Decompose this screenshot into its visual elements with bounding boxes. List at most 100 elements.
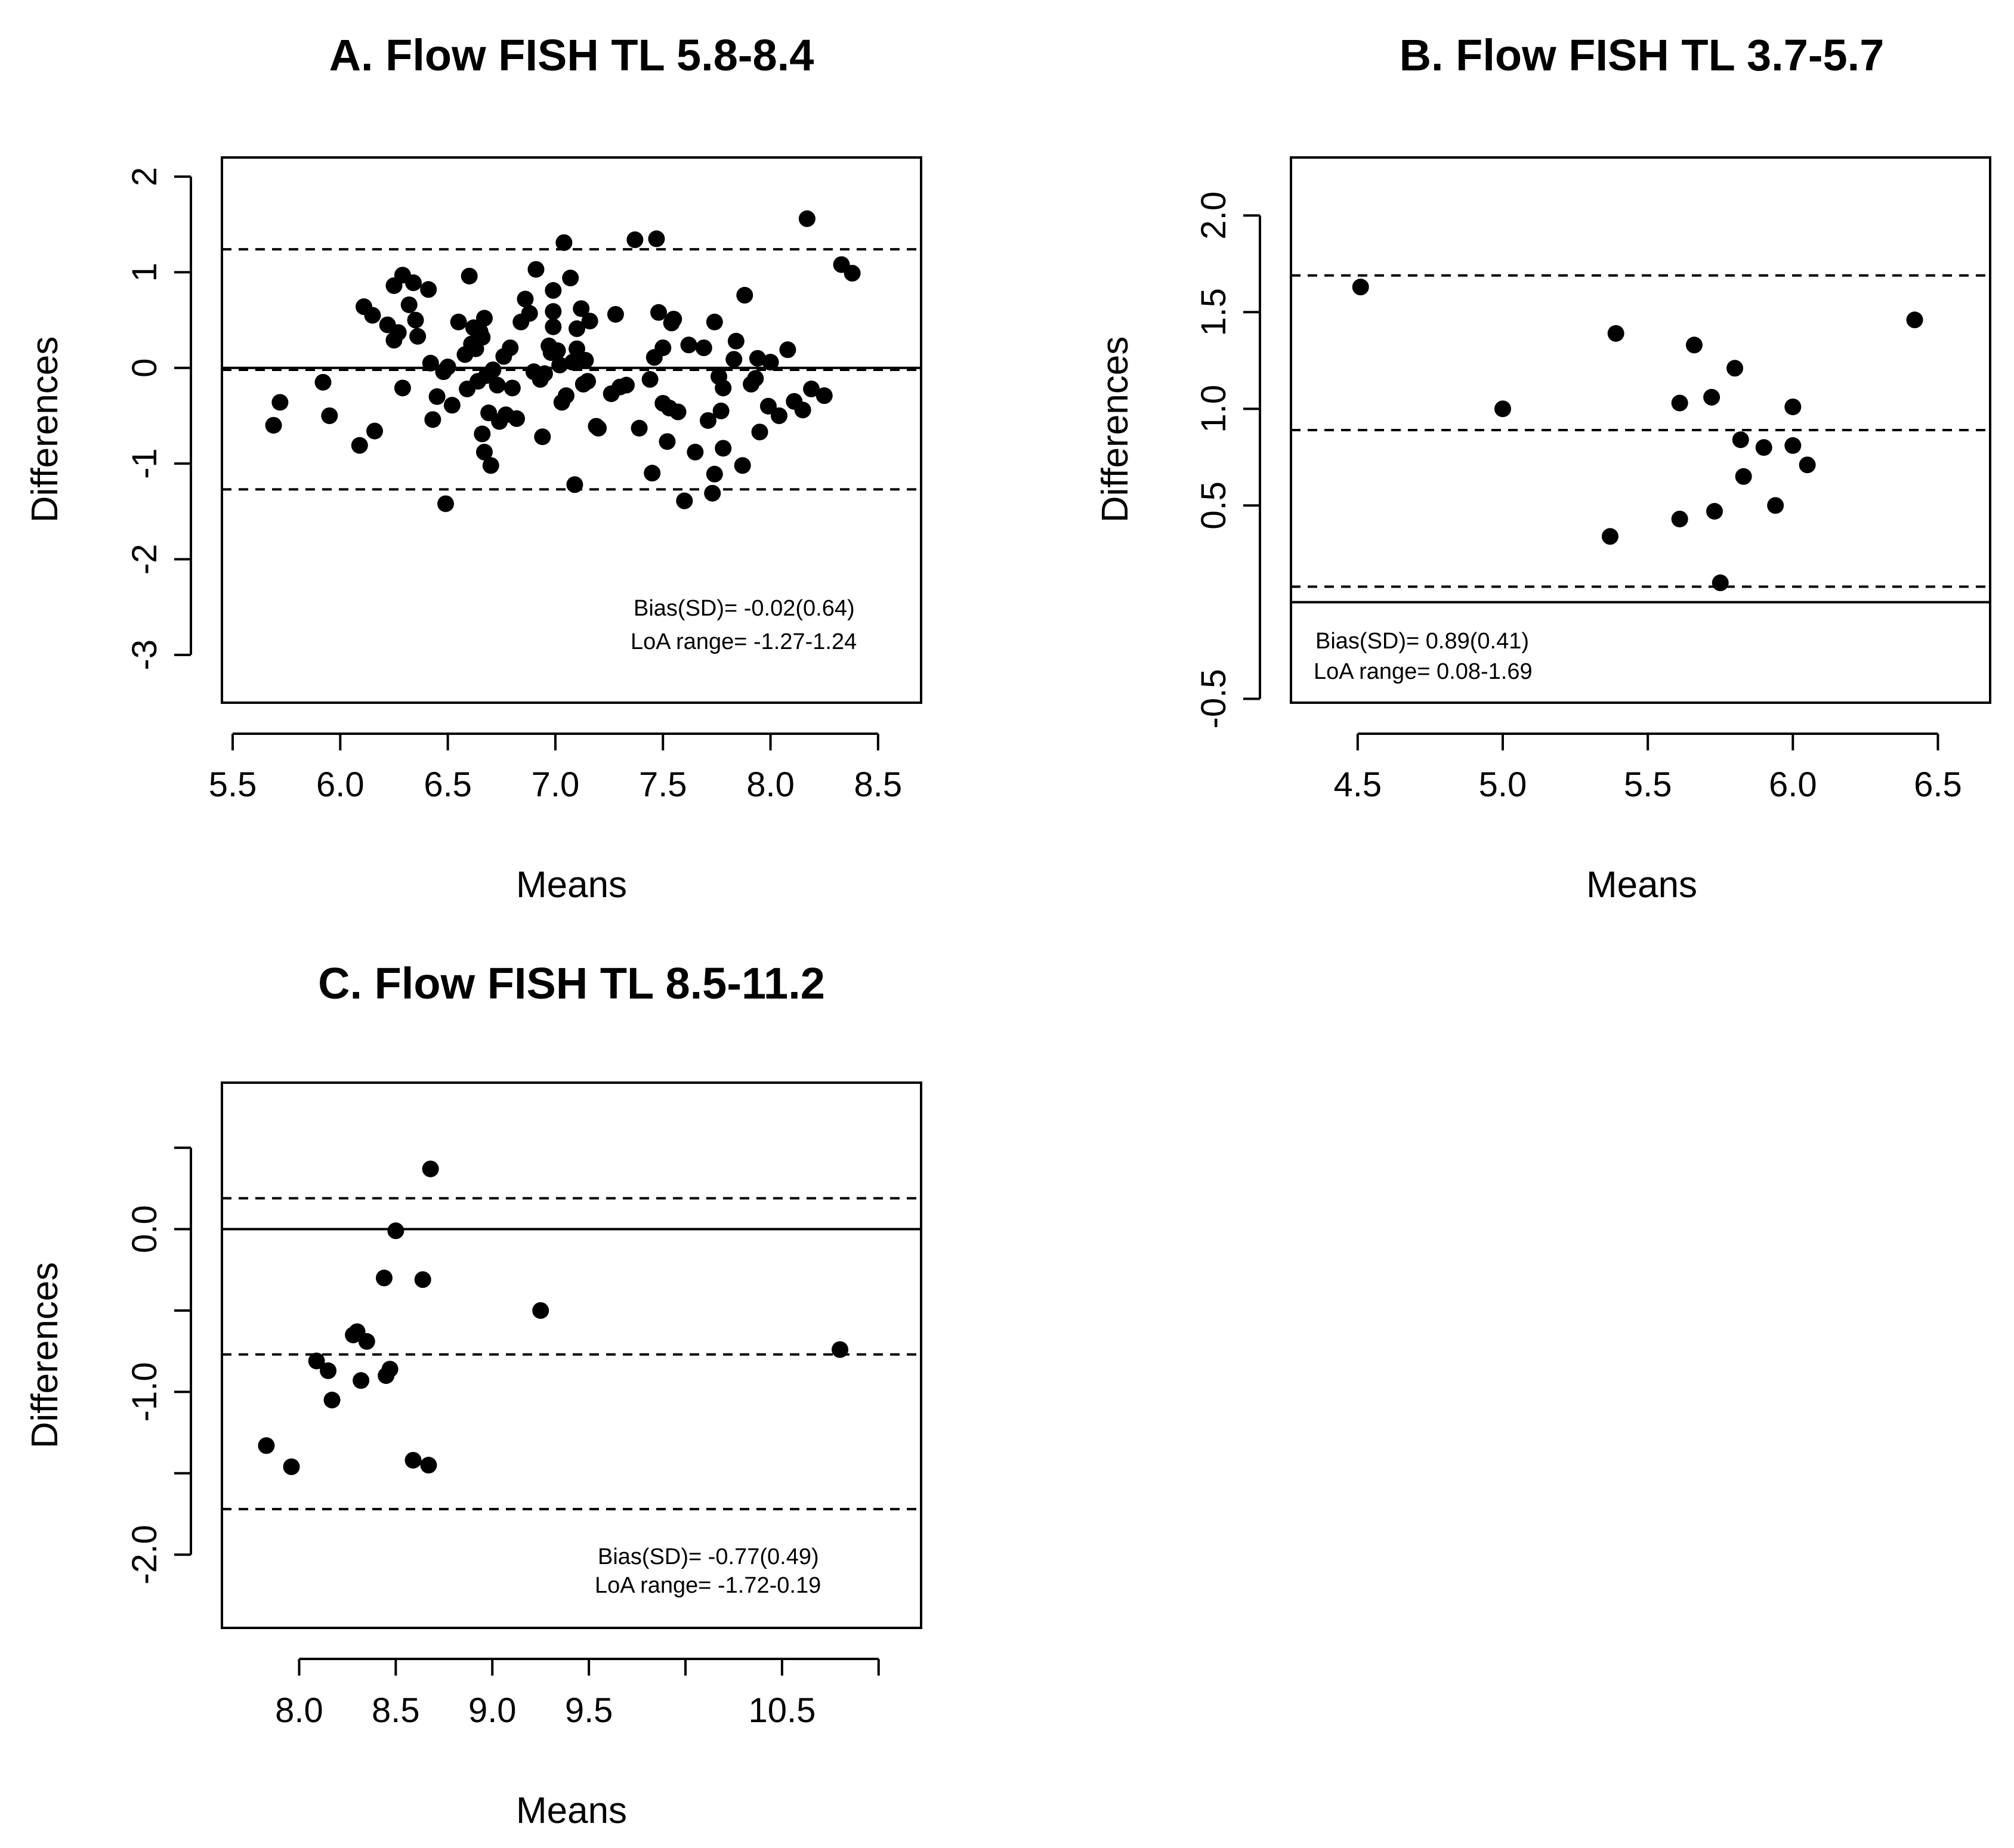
panel-c-y-tick-label: -1.0 — [125, 1362, 164, 1421]
panel-b-data-point — [1706, 503, 1723, 520]
panel-a-data-point — [439, 359, 456, 376]
panel-a-data-point — [474, 425, 491, 443]
panel-b-x-tick-label: 6.0 — [1769, 765, 1817, 804]
panel-c-data-point — [258, 1437, 275, 1454]
panel-b-y-tick-label: 0.5 — [1194, 481, 1233, 530]
panel-c-data-point — [375, 1269, 393, 1287]
panel-a-data-point — [665, 310, 682, 327]
panel-a-data-point — [699, 412, 716, 429]
panel-b-data-point — [1767, 497, 1784, 514]
panel-b-data-point — [1601, 528, 1618, 545]
panel-b-data-point — [1671, 511, 1688, 528]
panel-a-data-point — [504, 379, 521, 397]
panel-c-x-tick-label: 8.5 — [372, 1691, 420, 1730]
panel-b-data-point — [1732, 431, 1749, 449]
panel-a-x-tick-label: 8.5 — [854, 765, 903, 804]
panel-a-title: A. Flow FISH TL 5.8-8.4 — [329, 30, 814, 80]
panel-a-data-point — [747, 370, 764, 387]
panel-a-xlabel: Means — [516, 864, 627, 906]
panel-a-y-tick-label: -3 — [125, 639, 164, 670]
panel-a-data-point — [770, 407, 787, 424]
panel-c-x-tick-label: 10.5 — [748, 1691, 816, 1730]
panel-c-data-point — [353, 1372, 370, 1389]
panel-a-data-point — [803, 381, 820, 398]
panel-a-data-point — [751, 424, 768, 441]
panel-a-data-point — [654, 339, 672, 357]
panel-c-data-point — [420, 1457, 437, 1474]
panel-b-bias-annotation: Bias(SD)= 0.89(0.41) — [1315, 629, 1529, 654]
panel-c-data-point — [414, 1271, 431, 1288]
panel-a-data-point — [581, 313, 598, 330]
panel-a-x-tick-label: 7.0 — [532, 765, 580, 804]
panel-a-data-point — [422, 354, 439, 372]
panel-c-data-point — [532, 1302, 549, 1319]
panel-c-y-tick-label: -2.0 — [125, 1525, 164, 1584]
panel-a-x-tick-label: 5.5 — [209, 765, 257, 804]
panel-a: A. Flow FISH TL 5.8-8.4 5.5 6.0 6.5 7.0 7.5 8… — [24, 30, 922, 906]
panel-a-data-point — [715, 440, 732, 457]
panel-a-plot-box — [221, 156, 922, 704]
panel-a-data-point — [734, 457, 751, 474]
panel-b-data-point — [1784, 437, 1802, 454]
panel-a-data-point — [489, 376, 506, 394]
panel-a-data-point — [400, 296, 418, 313]
panel-a-data-point — [798, 210, 816, 227]
panel-c-data-point — [404, 1451, 422, 1469]
panel-b-x-tick-label: 4.5 — [1334, 765, 1382, 804]
panel-a-data-point — [704, 484, 721, 502]
panel-c-x-tick-label: 8.0 — [275, 1691, 323, 1730]
panel-b-x-tick-label: 5.0 — [1479, 765, 1527, 804]
panel-a-data-point — [762, 354, 779, 371]
panel-a-data-point — [590, 419, 607, 437]
panel-c-marks: 8.0 8.5 9.0 9.5 10.5 -2.0 -1.0 0.0 — [125, 1146, 921, 1730]
panel-a-data-point — [669, 403, 687, 421]
panel-a-data-point — [502, 339, 519, 357]
panel-a-data-point — [844, 265, 861, 282]
panel-c-x-tick-label: 9.0 — [468, 1691, 517, 1730]
panel-a-data-point — [351, 437, 368, 454]
panel-c-data-point — [832, 1341, 849, 1358]
panel-a-data-point — [549, 342, 566, 359]
panel-a-data-point — [407, 311, 424, 329]
panel-a-data-point — [631, 419, 648, 437]
panel-a-data-point — [579, 373, 597, 390]
panel-a-data-point — [736, 286, 753, 304]
panel-c-ylabel: Differences — [24, 1262, 66, 1448]
panel-c-x-tick-label: 9.5 — [565, 1691, 613, 1730]
panel-a-data-point — [759, 397, 777, 415]
panel-a-y-tick-label: 0 — [125, 359, 164, 378]
panel-b-data-point — [1703, 388, 1720, 406]
panel-c-bias-annotation: Bias(SD)= -0.77(0.49) — [598, 1544, 819, 1569]
panel-a-data-point — [475, 310, 493, 327]
panel-a-y-tick-label: 2 — [125, 167, 164, 186]
panel-c-data-point — [308, 1352, 325, 1370]
panel-a-data-point — [566, 476, 583, 493]
panel-a-data-point — [644, 465, 661, 482]
panel-b-title: B. Flow FISH TL 3.7-5.7 — [1400, 30, 1885, 80]
panel-c-y-tick-label: 0.0 — [125, 1205, 164, 1253]
panel-a-data-point — [450, 313, 467, 330]
panel-b-data-point — [1712, 574, 1729, 592]
panel-a-data-point — [659, 433, 676, 450]
panel-a-y-tick-label: -1 — [125, 448, 164, 479]
panel-c-loa-annotation: LoA range= -1.72-0.19 — [595, 1573, 821, 1598]
panel-a-data-point — [475, 443, 493, 461]
panel-a-x-tick-label: 7.5 — [639, 765, 687, 804]
panel-b-x-tick-label: 6.5 — [1914, 765, 1962, 804]
panel-a-data-point — [569, 340, 586, 357]
panel-a-data-point — [626, 231, 644, 248]
panel-a-data-point — [394, 379, 411, 397]
panel-a-data-point — [676, 492, 693, 509]
panel-a-data-point — [443, 397, 461, 414]
panel-a-data-point — [364, 307, 381, 324]
panel-a-y-tick-label: -2 — [125, 544, 164, 575]
panel-a-data-point — [816, 387, 833, 404]
panel-a-data-point — [420, 281, 437, 298]
panel-a-data-point — [366, 422, 384, 440]
panel-a-data-point — [545, 318, 562, 335]
panel-a-data-point — [545, 282, 562, 299]
panel-b-loa-annotation: LoA range= 0.08-1.69 — [1314, 659, 1533, 684]
panel-a-data-point — [321, 407, 338, 424]
panel-a-loa-annotation: LoA range= -1.27-1.24 — [631, 629, 857, 654]
